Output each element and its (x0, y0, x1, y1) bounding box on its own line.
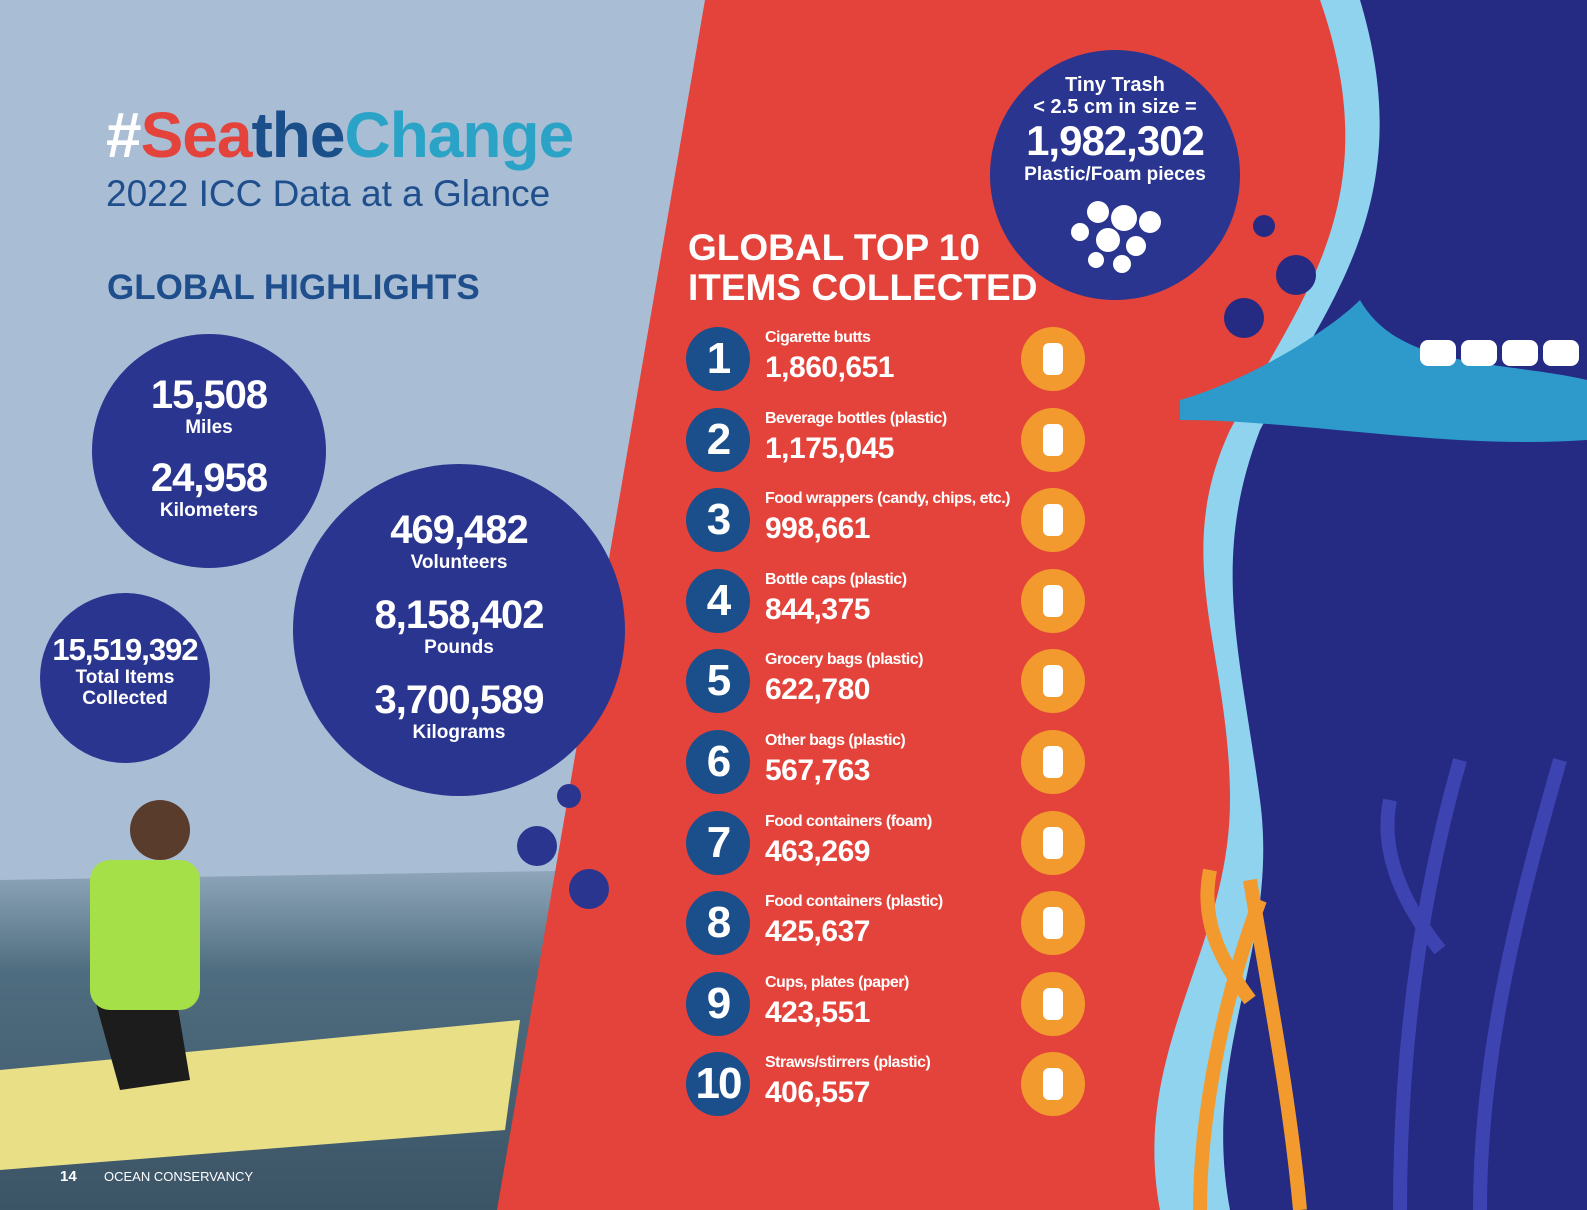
tiny-trash-title: Tiny Trash (1065, 74, 1165, 96)
item-name: Straws/stirrers (plastic) (765, 1054, 931, 1072)
stat-value: 8,158,402 (374, 593, 545, 637)
item-count: 567,763 (765, 754, 870, 787)
tiny-trash-label: Plastic/Foam pieces (1024, 164, 1206, 185)
item-count: 463,269 (765, 834, 870, 868)
stat-value: 469,482 (390, 508, 529, 552)
item-icon (1021, 649, 1085, 714)
list-item: 2 Beverage bottles (plastic) 1,175,045 (686, 407, 1086, 486)
item-icon (1021, 1052, 1085, 1117)
rank-badge: 3 (686, 488, 750, 553)
rank-badge: 8 (686, 891, 750, 956)
item-count: 1,860,651 (765, 351, 894, 384)
item-name: Food containers (foam) (765, 812, 932, 830)
item-count: 622,780 (765, 673, 870, 707)
item-name: Bottle caps (plastic) (765, 570, 907, 588)
item-count: 844,375 (765, 592, 870, 626)
title: #SeatheChange (106, 98, 574, 172)
item-icon (1021, 730, 1085, 794)
list-item: 6 Other bags (plastic) 567,763 (686, 730, 1086, 808)
effort-stats: 469,482 Volunteers 8,158,402 Pounds 3,70… (329, 508, 589, 743)
publication-name: OCEAN CONSERVANCY (104, 1169, 254, 1184)
item-icon (1021, 327, 1085, 391)
list-item: 5 Grocery bags (plastic) 622,780 (686, 649, 1086, 727)
item-name: Cups, plates (paper) (765, 973, 909, 991)
item-count: 425,637 (765, 915, 870, 949)
item-name: Grocery bags (plastic) (765, 651, 923, 669)
rank-badge: 6 (686, 730, 750, 794)
title-part: Sea (140, 99, 253, 171)
section-heading: GLOBAL HIGHLIGHTS (107, 268, 480, 307)
title-part: # (106, 99, 142, 171)
stat-label: Total Items (75, 667, 175, 688)
rank-badge: 2 (686, 407, 750, 472)
stat-label: Collected (82, 688, 168, 709)
stat-label: Volunteers (410, 552, 508, 573)
list-item: 3 Food wrappers (candy, chips, etc.) 998,6… (686, 488, 1086, 566)
title-part: the (251, 99, 345, 171)
stat-label: Miles (185, 417, 233, 438)
item-count: 1,175,045 (765, 431, 894, 465)
list-item: 7 Food containers (foam) 463,269 (686, 810, 1086, 889)
item-count: 406,557 (765, 1076, 870, 1110)
title-part: Change (344, 99, 574, 171)
rank-badge: 5 (686, 649, 750, 714)
item-name: Cigarette butts (765, 329, 871, 346)
stat-label: Kilometers (159, 500, 259, 521)
item-count: 423,551 (765, 995, 870, 1029)
rank-badge: 1 (686, 327, 750, 391)
distance-stats: 15,508 Miles 24,958 Kilometers (109, 373, 309, 521)
item-name: Food wrappers (candy, chips, etc.) (765, 490, 1010, 508)
stat-label: Kilograms (412, 722, 506, 743)
list-item: 10 Straws/stirrers (plastic) 406,557 (686, 1052, 1086, 1130)
tiny-trash-value: 1,982,302 (1026, 117, 1205, 164)
rank-badge: 4 (686, 568, 750, 633)
heading-line: GLOBAL TOP 10 (688, 227, 980, 268)
item-name: Other bags (plastic) (765, 732, 906, 749)
stat-value: 24,958 (150, 456, 268, 500)
item-name: Beverage bottles (plastic) (765, 409, 947, 427)
list-heading: GLOBAL TOP 10 ITEMS COLLECTED (688, 228, 1037, 308)
page-number: 14 (60, 1168, 77, 1185)
rank-badge: 9 (686, 971, 750, 1036)
rank-badge: 7 (686, 810, 750, 875)
item-count: 998,661 (765, 512, 870, 546)
tiny-trash-subtitle: < 2.5 cm in size = (1033, 96, 1197, 118)
stat-value: 15,519,392 (52, 632, 198, 667)
tiny-trash: Tiny Trash < 2.5 cm in size = 1,982,302 … (1015, 74, 1215, 185)
item-icon (1021, 407, 1085, 472)
item-name: Food containers (plastic) (765, 893, 943, 911)
rank-badge: 10 (686, 1052, 750, 1117)
list-item: 9 Cups, plates (paper) 423,551 (686, 971, 1086, 1050)
stat-value: 3,700,589 (374, 678, 545, 722)
list-item: 8 Food containers (plastic) 425,637 (686, 891, 1086, 969)
heading-line: ITEMS COLLECTED (688, 267, 1038, 308)
item-icon (1021, 810, 1085, 875)
item-icon (1021, 568, 1085, 633)
item-icon (1021, 971, 1085, 1036)
list-item: 4 Bottle caps (plastic) 844,375 (686, 568, 1086, 647)
list-item: 1 Cigarette butts 1,860,651 (686, 327, 1086, 405)
stat-value: 15,508 (150, 373, 268, 417)
total-stat: 15,519,392 Total Items Collected (40, 632, 210, 710)
item-icon (1021, 891, 1085, 956)
item-icon (1021, 488, 1085, 553)
stat-label: Pounds (424, 637, 494, 658)
subtitle: 2022 ICC Data at a Glance (106, 173, 551, 214)
